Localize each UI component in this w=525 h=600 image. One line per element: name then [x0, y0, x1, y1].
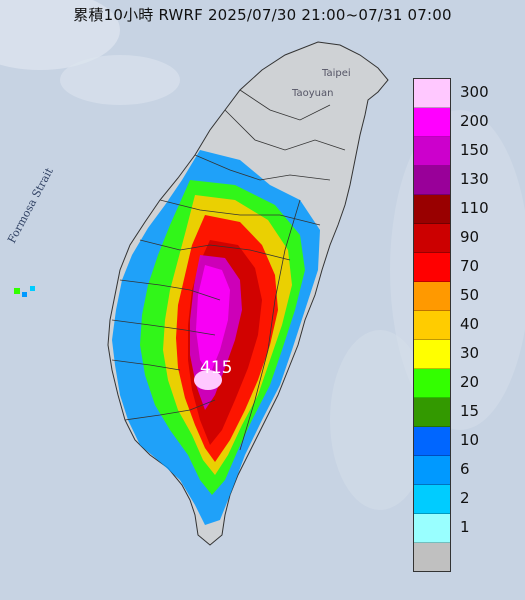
cloud-texture	[330, 330, 430, 510]
legend-label: 30	[460, 343, 480, 362]
county-boundaries	[111, 89, 346, 451]
legend-swatch	[414, 427, 450, 456]
legend-swatch	[414, 195, 450, 224]
legend-swatch	[414, 166, 450, 195]
rain-layer-pink	[196, 265, 230, 375]
legend-label: 110	[460, 199, 489, 218]
legend-swatch	[414, 224, 450, 253]
legend-label: 40	[460, 315, 480, 333]
taipei-label: Taipei	[321, 68, 351, 79]
legend-label: 15	[460, 401, 480, 420]
rain-peak-area	[194, 370, 222, 390]
legend-swatch	[414, 369, 450, 398]
color-legend	[413, 78, 451, 572]
taoyuan-label: Taoyuan	[291, 88, 333, 99]
legend-label: 2	[460, 488, 470, 507]
legend-swatch	[414, 543, 450, 571]
cloud-texture	[0, 0, 120, 70]
map-title: 累積10小時 RWRF 2025/07/30 21:00~07/31 07:00	[73, 6, 452, 24]
legend-swatch	[414, 340, 450, 369]
max-value-label: 415	[200, 358, 232, 378]
legend-label: 20	[460, 372, 480, 391]
legend-label: 300	[460, 83, 489, 102]
legend-swatch	[414, 485, 450, 514]
legend-label: 150	[460, 141, 489, 160]
legend-label: 50	[460, 286, 480, 305]
legend-label: 1	[460, 517, 470, 536]
legend-label: 10	[460, 430, 480, 449]
legend-label: 6	[460, 459, 470, 478]
legend-label: 200	[460, 112, 489, 131]
legend-swatch	[414, 253, 450, 282]
legend-swatch	[414, 398, 450, 427]
legend-swatch	[414, 137, 450, 166]
rain-speck	[22, 292, 27, 297]
rain-speck	[30, 286, 35, 291]
cloud-texture	[60, 55, 180, 105]
legend-label: 70	[460, 257, 480, 276]
legend-swatch	[414, 282, 450, 311]
legend-swatch	[414, 311, 450, 340]
legend-swatch	[414, 456, 450, 485]
legend-swatch	[414, 514, 450, 543]
legend-swatch	[414, 108, 450, 137]
legend-label: 90	[460, 228, 480, 247]
legend-label: 130	[460, 170, 489, 189]
rain-speck	[14, 288, 20, 294]
legend-swatch	[414, 79, 450, 108]
